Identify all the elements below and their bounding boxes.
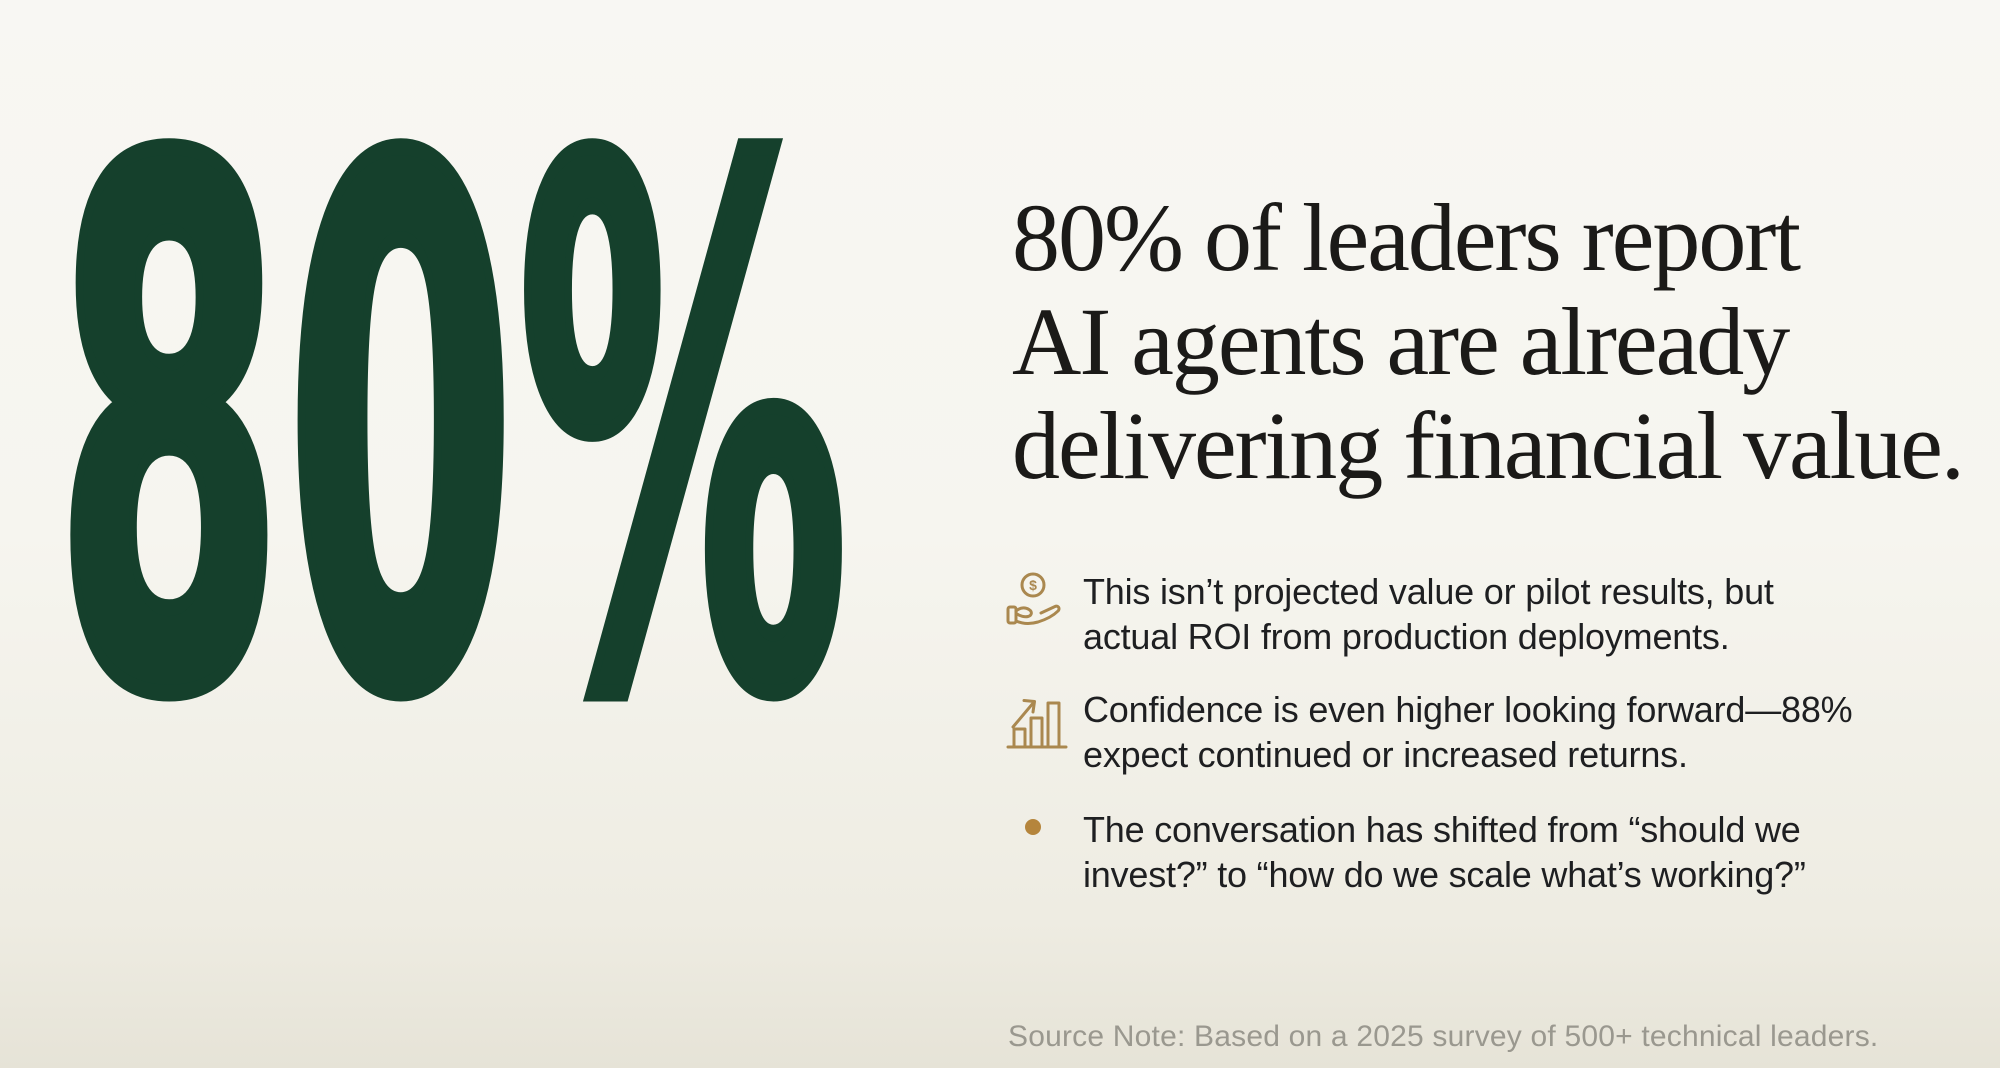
bullet-line: invest?” to “how do we scale what’s work… xyxy=(1083,854,1806,895)
bar-tall xyxy=(1046,701,1061,749)
big-stat-value: 80% xyxy=(50,14,852,855)
bullet-list: $ This isn’t projected value or pilot re… xyxy=(1005,569,1853,897)
bullet-icon-column: $ xyxy=(1005,569,1083,635)
bullet-text: The conversation has shifted from “shoul… xyxy=(1083,807,1806,897)
bullet-text: This isn’t projected value or pilot resu… xyxy=(1083,569,1774,659)
hand-thumb xyxy=(1014,606,1033,619)
dollar-glyph: $ xyxy=(1029,577,1037,593)
bullet-item-conversation: The conversation has shifted from “shoul… xyxy=(1005,807,1852,897)
bullet-icon-column xyxy=(1005,687,1083,751)
source-note: Source Note: Based on a 2025 survey of 5… xyxy=(1008,1020,1879,1053)
bullet-dot xyxy=(1025,819,1041,835)
bullet-item-confidence: Confidence is even higher looking forwar… xyxy=(1005,687,1853,777)
bullet-icon-column xyxy=(1005,807,1083,835)
hand-coin-icon: $ xyxy=(1006,572,1061,625)
growth-arrow-head xyxy=(1022,699,1036,714)
hand-palm xyxy=(1014,604,1061,625)
headline: 80% of leaders report AI agents are alre… xyxy=(1012,184,1965,499)
bar-short xyxy=(1012,727,1027,749)
bullet-line: Confidence is even higher looking forwar… xyxy=(1083,689,1853,730)
bullet-line: This isn’t projected value or pilot resu… xyxy=(1083,571,1774,612)
bullet-line: actual ROI from production deployments. xyxy=(1083,616,1730,657)
growth-arrow-shaft xyxy=(1011,700,1036,729)
bullet-text: Confidence is even higher looking forwar… xyxy=(1083,687,1853,777)
coin-circle xyxy=(1020,572,1046,598)
bar-medium xyxy=(1029,716,1044,749)
bar-chart-growth-icon xyxy=(1006,699,1068,749)
headline-line-1: 80% of leaders report xyxy=(1012,184,1801,291)
bullet-line: expect continued or increased returns. xyxy=(1083,734,1688,775)
bullet-item-roi: $ This isn’t projected value or pilot re… xyxy=(1005,569,1852,659)
headline-line-2: AI agents are already xyxy=(1012,288,1790,395)
bullet-line: The conversation has shifted from “shoul… xyxy=(1083,809,1801,850)
headline-line-3: delivering financial value. xyxy=(1012,392,1965,499)
